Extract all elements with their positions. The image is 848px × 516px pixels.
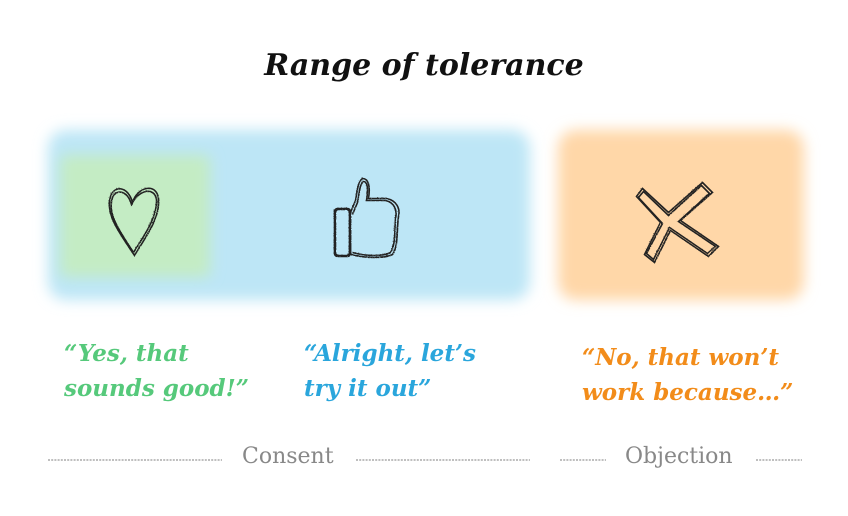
quote-yes-line-2: sounds good!”: [64, 375, 249, 402]
consent-label: Consent: [242, 444, 334, 469]
objection-label: Objection: [625, 444, 733, 469]
objection-zone-orange: [558, 130, 804, 300]
quote-alright: “Alright, let’s try it out”: [304, 336, 476, 406]
quote-no: “No, that won’t work because…”: [582, 340, 793, 410]
quote-alright-line-1: “Alright, let’s: [304, 340, 476, 367]
diagram-title: Range of tolerance: [264, 48, 584, 83]
thumbs-up-icon: [333, 177, 400, 258]
consent-zone-green: [60, 155, 210, 277]
quote-alright-line-2: try it out”: [304, 375, 432, 402]
quote-no-line-1: “No, that won’t: [582, 344, 779, 371]
cross-icon: [634, 180, 720, 264]
heart-icon: [108, 187, 159, 257]
quote-yes-line-1: “Yes, that: [64, 340, 189, 367]
quote-no-line-2: work because…”: [582, 379, 794, 406]
quote-yes: “Yes, that sounds good!”: [64, 336, 249, 406]
